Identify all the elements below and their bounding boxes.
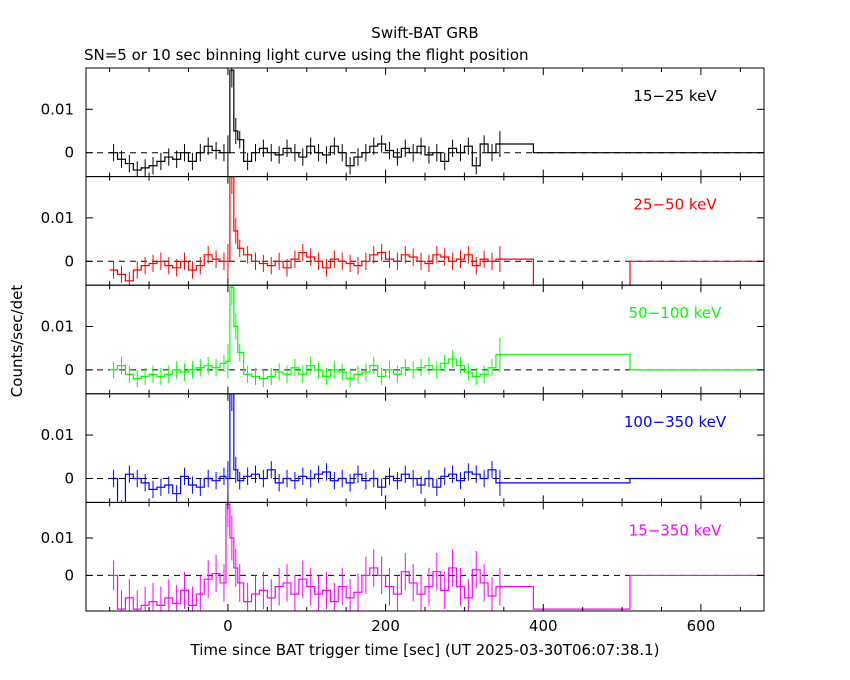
y-tick-label: 0 <box>64 252 74 270</box>
y-tick-label: 0 <box>64 361 74 379</box>
band-label: 15−350 keV <box>629 521 722 539</box>
y-tick-label: 0.01 <box>41 426 74 444</box>
y-tick-label: 0.01 <box>41 529 74 547</box>
y-tick-label: 0.01 <box>41 209 74 227</box>
band-label: 50−100 keV <box>629 304 722 322</box>
panel-frame <box>85 67 765 178</box>
x-tick-label: 0 <box>223 617 233 635</box>
panel-15-25-kev: 0.01 0 15−25 keV <box>41 67 765 178</box>
x-tick-label: 200 <box>371 617 400 635</box>
band-label: 25−50 keV <box>633 196 717 214</box>
panel-25-50-kev: 0.01 0 25−50 keV <box>41 176 765 286</box>
panel-50-100-kev: 0.01 0 50−100 keV <box>41 284 765 395</box>
x-axis-label: Time since BAT trigger time [sec] (UT 20… <box>190 641 660 659</box>
y-tick-label: 0 <box>64 144 74 162</box>
series-step-line <box>109 393 764 503</box>
band-label: 15−25 keV <box>633 87 717 105</box>
band-label: 100−350 keV <box>624 413 727 431</box>
panel-100-350-kev: 0.01 0 100−350 keV <box>41 393 765 503</box>
panel-frame <box>85 393 765 503</box>
chart-title: Swift-BAT GRB <box>371 24 478 42</box>
chart-subtitle: SN=5 or 10 sec binning light curve using… <box>84 46 529 64</box>
panel-15-350-kev: 0.01 0 15−350 keV <box>41 501 765 612</box>
y-tick-label: 0 <box>64 566 74 584</box>
series-step-line <box>109 176 764 286</box>
series-step-line <box>109 503 764 610</box>
x-tick-label: 400 <box>529 617 558 635</box>
series-step-line <box>109 286 764 380</box>
y-tick-label: 0.01 <box>41 100 74 118</box>
x-tick-label: 600 <box>687 617 716 635</box>
y-tick-label: 0 <box>64 470 74 488</box>
y-tick-label: 0.01 <box>41 317 74 335</box>
panel-frame <box>85 176 765 286</box>
panel-frame <box>85 284 765 395</box>
y-axis-label: Counts/sec/det <box>8 285 26 398</box>
